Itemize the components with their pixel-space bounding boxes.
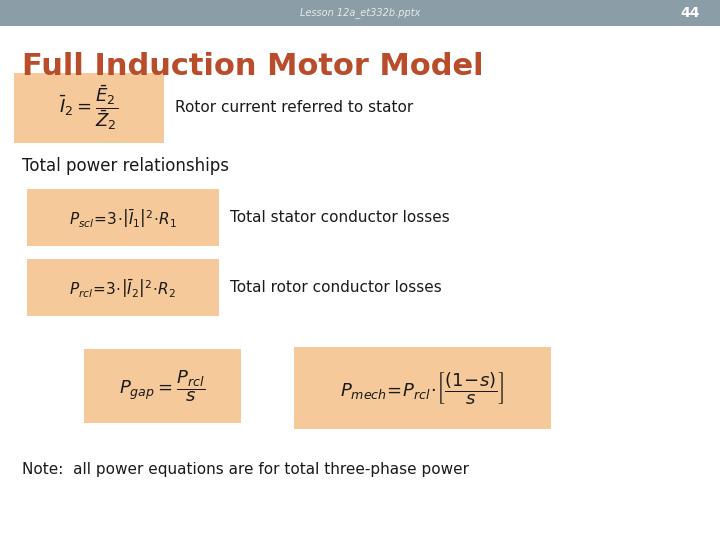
FancyBboxPatch shape: [84, 349, 241, 423]
FancyBboxPatch shape: [27, 259, 219, 316]
Text: $P_{scl}\!=\!3\!\cdot\!\left|\bar{I}_1\right|^2\!\cdot\!R_1$: $P_{scl}\!=\!3\!\cdot\!\left|\bar{I}_1\r…: [69, 207, 177, 229]
Text: $P_{mech}\!=\!P_{rcl}\!\cdot\!\left[\dfrac{(1\!-\!s)}{s}\right]$: $P_{mech}\!=\!P_{rcl}\!\cdot\!\left[\dfr…: [340, 370, 504, 406]
FancyBboxPatch shape: [27, 189, 219, 246]
Text: Total power relationships: Total power relationships: [22, 157, 229, 175]
Text: Full Induction Motor Model: Full Induction Motor Model: [22, 52, 484, 81]
Bar: [0, 0, 720, 26]
FancyBboxPatch shape: [14, 73, 164, 143]
Text: $P_{rcl}\!=\!3\!\cdot\!\left|\bar{I}_2\right|^2\!\cdot\!R_2$: $P_{rcl}\!=\!3\!\cdot\!\left|\bar{I}_2\r…: [70, 277, 176, 299]
Text: Rotor current referred to stator: Rotor current referred to stator: [175, 100, 413, 116]
Text: 44: 44: [680, 6, 700, 20]
Text: Lesson 12a_et332b.pptx: Lesson 12a_et332b.pptx: [300, 8, 420, 18]
Text: $\bar{I}_2 = \dfrac{\bar{E}_2}{\bar{Z}_2}$: $\bar{I}_2 = \dfrac{\bar{E}_2}{\bar{Z}_2…: [60, 84, 119, 132]
FancyBboxPatch shape: [294, 347, 551, 429]
Text: Total rotor conductor losses: Total rotor conductor losses: [230, 280, 442, 295]
Text: Total stator conductor losses: Total stator conductor losses: [230, 211, 450, 226]
Text: Note:  all power equations are for total three-phase power: Note: all power equations are for total …: [22, 462, 469, 477]
Text: $P_{gap} = \dfrac{P_{rcl}}{s}$: $P_{gap} = \dfrac{P_{rcl}}{s}$: [119, 368, 205, 404]
